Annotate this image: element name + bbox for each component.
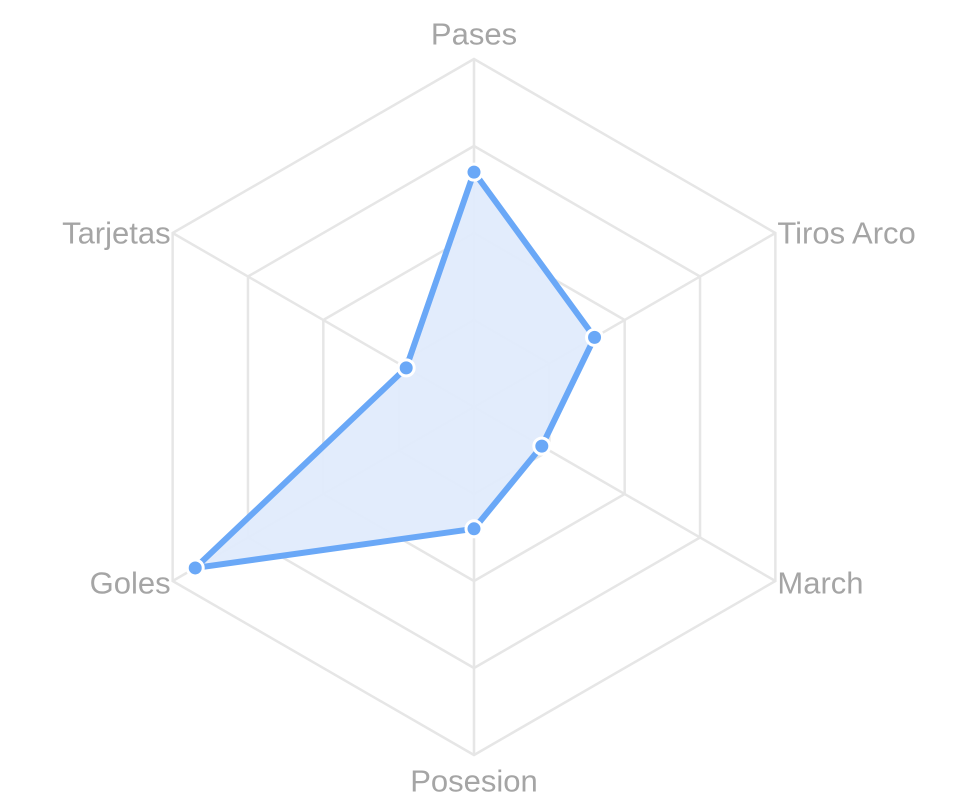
axis-label: Tarjetas <box>62 216 171 251</box>
data-point-pases[interactable] <box>464 162 484 182</box>
data-point-tiros-arco[interactable] <box>585 327 605 347</box>
axis-label: Posesion <box>410 764 538 799</box>
radar-series <box>185 162 605 578</box>
data-point-goles[interactable] <box>185 558 205 578</box>
data-point-tarjetas[interactable] <box>396 358 416 378</box>
axis-label: Goles <box>90 566 171 601</box>
axis-label: March <box>777 566 863 601</box>
data-point-march[interactable] <box>532 436 552 456</box>
axis-labels: Pases Tiros Arco March Posesion Goles Tarjeta… <box>62 17 916 799</box>
axis-label: Pases <box>431 17 517 52</box>
series-area <box>192 169 598 571</box>
axis-label: Tiros Arco <box>777 216 915 251</box>
data-point-posesion[interactable] <box>464 519 484 539</box>
